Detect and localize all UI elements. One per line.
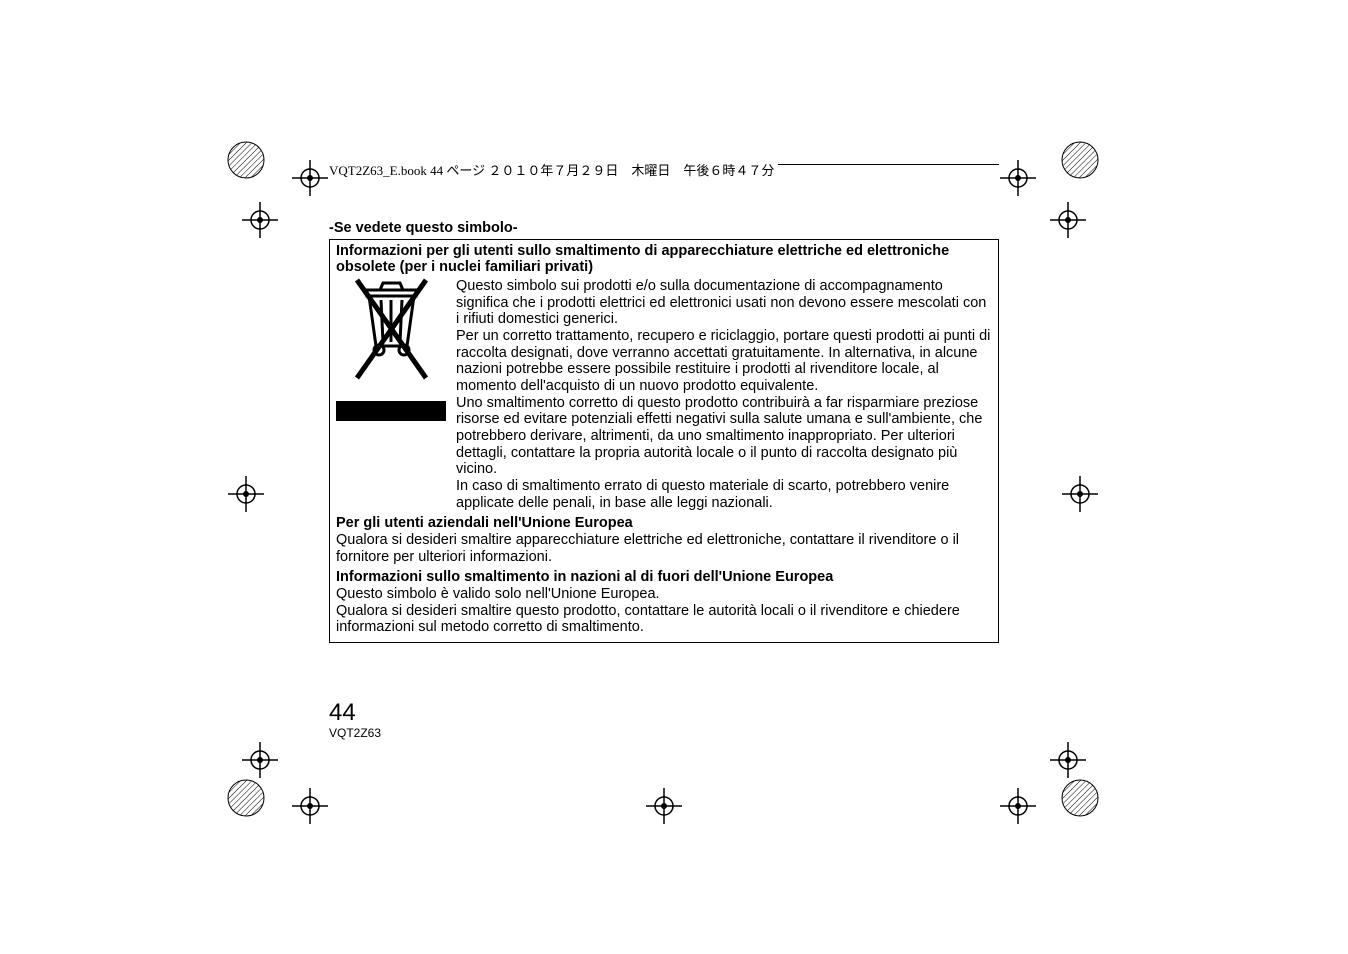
- registration-mark: [240, 740, 280, 785]
- info-box-title: Informazioni per gli utenti sullo smalti…: [336, 243, 992, 276]
- paragraph-1: Questo simbolo sui prodotti e/o sulla do…: [456, 278, 992, 328]
- black-bar: [336, 401, 446, 421]
- registration-mark: [1048, 200, 1088, 245]
- registration-mark: [240, 200, 280, 245]
- paragraph-2: Per un corretto trattamento, recupero e …: [456, 328, 992, 395]
- info-box: Informazioni per gli utenti sullo smalti…: [329, 239, 999, 643]
- crop-hatched-circle: [1060, 140, 1100, 185]
- sub-heading: -Se vedete questo simbolo-: [329, 220, 999, 237]
- weee-bin-icon: [349, 278, 434, 383]
- section3-heading: Informazioni sullo smaltimento in nazion…: [336, 569, 992, 586]
- registration-mark: [1060, 474, 1100, 519]
- registration-mark: [290, 786, 330, 831]
- registration-mark: [1048, 740, 1088, 785]
- icon-column: [336, 278, 446, 421]
- section2-text: Qualora si desideri smaltire apparecchia…: [336, 532, 992, 565]
- section3-text1: Questo simbolo è valido solo nell'Unione…: [336, 586, 992, 603]
- registration-mark: [998, 786, 1038, 831]
- paragraph-4: In caso di smaltimento errato di questo …: [456, 478, 992, 511]
- crop-hatched-circle: [226, 140, 266, 185]
- section2-heading: Per gli utenti aziendali nell'Unione Eur…: [336, 515, 992, 532]
- registration-mark: [644, 786, 684, 831]
- registration-mark: [290, 158, 330, 203]
- doc-code: VQT2Z63: [329, 726, 381, 740]
- registration-mark: [226, 474, 266, 519]
- registration-mark: [998, 158, 1038, 203]
- paragraph-3: Uno smaltimento corretto di questo prodo…: [456, 395, 992, 478]
- text-column: Questo simbolo sui prodotti e/o sulla do…: [456, 278, 992, 511]
- icon-text-row: Questo simbolo sui prodotti e/o sulla do…: [336, 278, 992, 511]
- page-content: -Se vedete questo simbolo- Informazioni …: [329, 220, 999, 643]
- section3-text2: Qualora si desideri smaltire questo prod…: [336, 603, 992, 636]
- page-number: 44: [329, 699, 356, 727]
- header-filename: VQT2Z63_E.book 44 ページ ２０１０年７月２９日 木曜日 午後６…: [329, 160, 778, 179]
